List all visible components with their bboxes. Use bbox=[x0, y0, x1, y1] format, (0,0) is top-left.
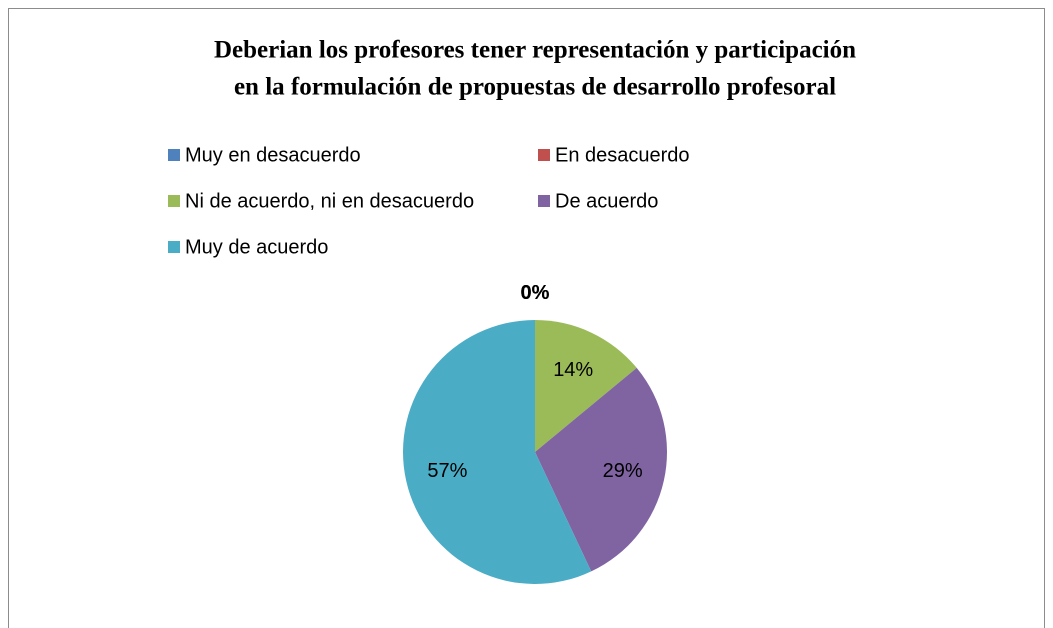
chart-title: Deberian los profesores tener representa… bbox=[214, 37, 856, 64]
data-label: 29% bbox=[603, 460, 643, 482]
data-label: 0% bbox=[521, 282, 550, 304]
legend-swatch bbox=[538, 149, 550, 161]
legend-label: De acuerdo bbox=[555, 190, 658, 212]
pie-slice bbox=[535, 320, 637, 452]
legend-label: En desacuerdo bbox=[555, 144, 690, 166]
legend-label: Ni de acuerdo, ni en desacuerdo bbox=[185, 190, 474, 212]
legend-swatch bbox=[538, 195, 550, 207]
data-label: 0% bbox=[521, 282, 550, 304]
legend-label: Muy en desacuerdo bbox=[185, 144, 361, 166]
legend-swatch bbox=[168, 149, 180, 161]
pie-slice bbox=[403, 320, 592, 584]
legend-swatch bbox=[168, 195, 180, 207]
data-label: 57% bbox=[427, 460, 467, 482]
chart-title: en la formulación de propuestas de desar… bbox=[234, 74, 836, 101]
legend-swatch bbox=[168, 241, 180, 253]
data-label: 14% bbox=[553, 359, 593, 381]
chart-border bbox=[8, 8, 1045, 628]
pie-slice bbox=[535, 367, 668, 572]
legend-label: Muy de acuerdo bbox=[185, 236, 328, 258]
